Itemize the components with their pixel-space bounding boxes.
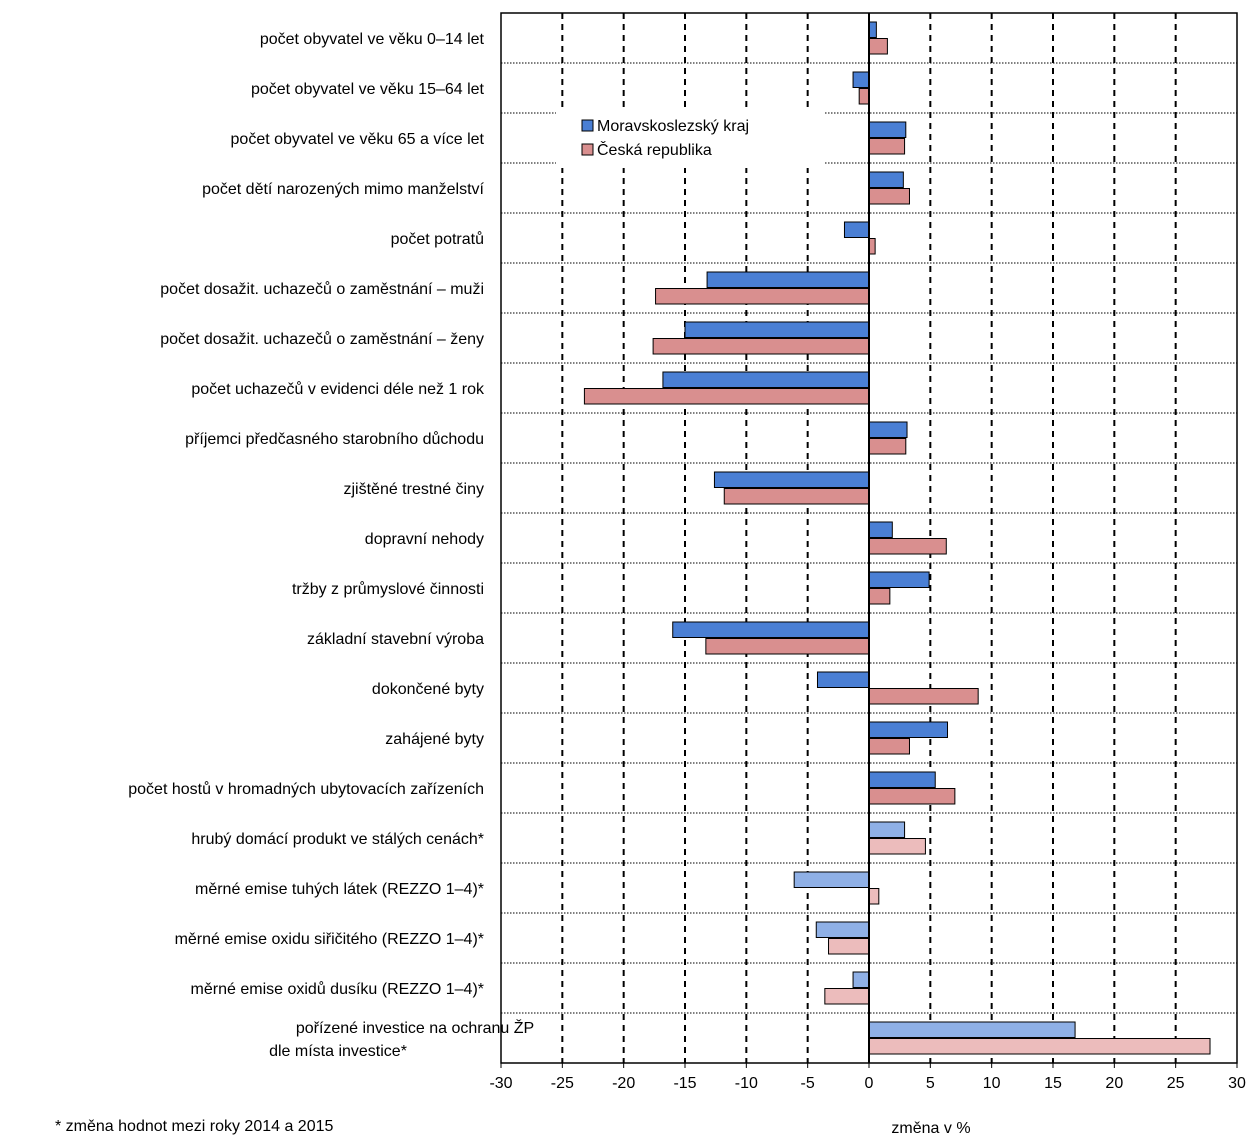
bar-ceska-republika <box>868 538 947 555</box>
category-label: měrné emise oxidu siřičitého (REZZO 1–4)… <box>175 931 484 948</box>
x-tick-label: 10 <box>983 1075 1001 1092</box>
plot-frame <box>500 12 1238 1064</box>
x-tick-label: -15 <box>673 1075 696 1092</box>
legend: Moravskoslezský kraj Česká republika <box>556 112 824 168</box>
bar-moravskoslezsky-kraj <box>868 571 930 588</box>
x-tick-label: 30 <box>1228 1075 1246 1092</box>
legend-box <box>556 112 824 168</box>
bar-moravskoslezsky-kraj <box>868 721 949 738</box>
category-label: měrné emise tuhých látek (REZZO 1–4)* <box>195 881 484 898</box>
category-labels: počet obyvatel ve věku 0–14 let počet oby… <box>128 31 534 1060</box>
bar-ceska-republika <box>868 38 888 55</box>
legend-label: Česká republika <box>597 140 712 159</box>
x-tick-label: 5 <box>926 1075 935 1092</box>
bar-ceska-republika <box>868 438 907 455</box>
bar-moravskoslezsky-kraj <box>868 421 908 438</box>
category-label: počet obyvatel ve věku 0–14 let <box>260 31 485 48</box>
category-label: pořízené investice na ochranu ŽP dle míst… <box>269 1018 534 1060</box>
category-separators <box>501 62 1237 1014</box>
x-tick-labels: -30 -25 -20 -15 -10 -5 0 5 10 15 20 25 30 <box>489 1063 1246 1092</box>
x-tick-label: -5 <box>801 1075 815 1092</box>
category-label: příjemci předčasného starobního důchodu <box>185 430 484 448</box>
bar-moravskoslezsky-kraj <box>852 71 870 88</box>
bar-moravskoslezsky-kraj <box>672 621 870 638</box>
bar-moravskoslezsky-kraj <box>684 321 870 338</box>
bar-moravskoslezsky-kraj <box>868 171 904 188</box>
x-axis-label: změna v % <box>891 1120 970 1137</box>
category-label: počet dětí narozených mimo manželství <box>202 181 484 198</box>
category-label: základní stavební výroba <box>307 631 484 648</box>
category-label: měrné emise oxidů dusíku (REZZO 1–4)* <box>191 980 484 998</box>
bar-moravskoslezsky-kraj <box>713 471 870 488</box>
bar-moravskoslezsky-kraj <box>793 871 870 888</box>
category-label: počet dosažit. uchazečů o zaměstnání – ž… <box>160 330 484 348</box>
x-tick-label: -30 <box>489 1075 512 1092</box>
category-label: zahájené byty <box>385 731 484 748</box>
x-tick-label: 0 <box>865 1075 874 1092</box>
category-label: počet dosažit. uchazečů o zaměstnání – m… <box>160 280 484 298</box>
x-tick-label: 20 <box>1105 1075 1123 1092</box>
bar-ceska-republika <box>868 738 910 755</box>
bar-ceska-republika <box>705 638 870 655</box>
bar-moravskoslezsky-kraj <box>868 771 936 788</box>
bar-moravskoslezsky-kraj <box>815 921 870 938</box>
plot-border <box>500 12 1238 1064</box>
bar-moravskoslezsky-kraj <box>816 671 870 688</box>
bar-ceska-republika <box>655 288 870 305</box>
category-label-line: pořízené investice na ochranu ŽP <box>296 1018 534 1037</box>
bar-ceska-republika <box>868 138 906 155</box>
bar-ceska-republika <box>868 588 891 605</box>
footnote: * změna hodnot mezi roky 2014 a 2015 <box>55 1118 334 1135</box>
category-label: dokončené byty <box>372 681 484 698</box>
bar-ceska-republika <box>652 338 870 355</box>
bars <box>583 21 1211 1055</box>
bar-ceska-republika <box>868 688 979 705</box>
bar-ceska-republika <box>828 938 870 955</box>
bar-ceska-republika <box>858 88 870 105</box>
category-label: počet obyvatel ve věku 65 a více let <box>231 131 485 148</box>
category-label: zjištěné trestné činy <box>343 481 484 498</box>
category-label: počet hostů v hromadných ubytovacích zař… <box>128 780 484 798</box>
bar-moravskoslezsky-kraj <box>868 21 877 38</box>
x-tick-label: -20 <box>612 1075 635 1092</box>
bar-ceska-republika <box>868 838 926 855</box>
category-label: počet uchazečů v evidenci déle než 1 rok <box>191 380 485 398</box>
bar-moravskoslezsky-kraj <box>868 121 907 138</box>
legend-swatch <box>581 143 594 156</box>
bar-ceska-republika <box>868 188 910 205</box>
bar-ceska-republika <box>868 788 956 805</box>
legend-label: Moravskoslezský kraj <box>597 118 749 135</box>
bar-ceska-republika <box>868 888 880 905</box>
category-label: počet obyvatel ve věku 15–64 let <box>251 81 485 98</box>
bar-moravskoslezsky-kraj <box>868 1021 1076 1038</box>
bar-moravskoslezsky-kraj <box>868 521 893 538</box>
bar-moravskoslezsky-kraj <box>868 821 906 838</box>
bar-ceska-republika <box>868 1038 1211 1055</box>
bar-ceska-republika <box>723 488 870 505</box>
category-label-line: dle místa investice* <box>269 1043 407 1060</box>
category-label: tržby z průmyslové činnosti <box>292 580 484 598</box>
bar-moravskoslezsky-kraj <box>843 221 870 238</box>
x-tick-label: 25 <box>1167 1075 1185 1092</box>
category-label: hrubý domácí produkt ve stálých cenách* <box>191 831 484 848</box>
bar-moravskoslezsky-kraj <box>852 971 870 988</box>
category-label: počet potratů <box>391 230 484 248</box>
x-tick-label: -25 <box>551 1075 574 1092</box>
legend-swatch <box>581 119 594 132</box>
category-label: dopravní nehody <box>365 531 484 548</box>
bar-ceska-republika <box>824 988 870 1005</box>
bar-moravskoslezsky-kraj <box>706 271 870 288</box>
bar-ceska-republika <box>583 388 870 405</box>
x-tick-label: -10 <box>735 1075 758 1092</box>
x-tick-label: 15 <box>1044 1075 1062 1092</box>
bar-moravskoslezsky-kraj <box>662 371 870 388</box>
